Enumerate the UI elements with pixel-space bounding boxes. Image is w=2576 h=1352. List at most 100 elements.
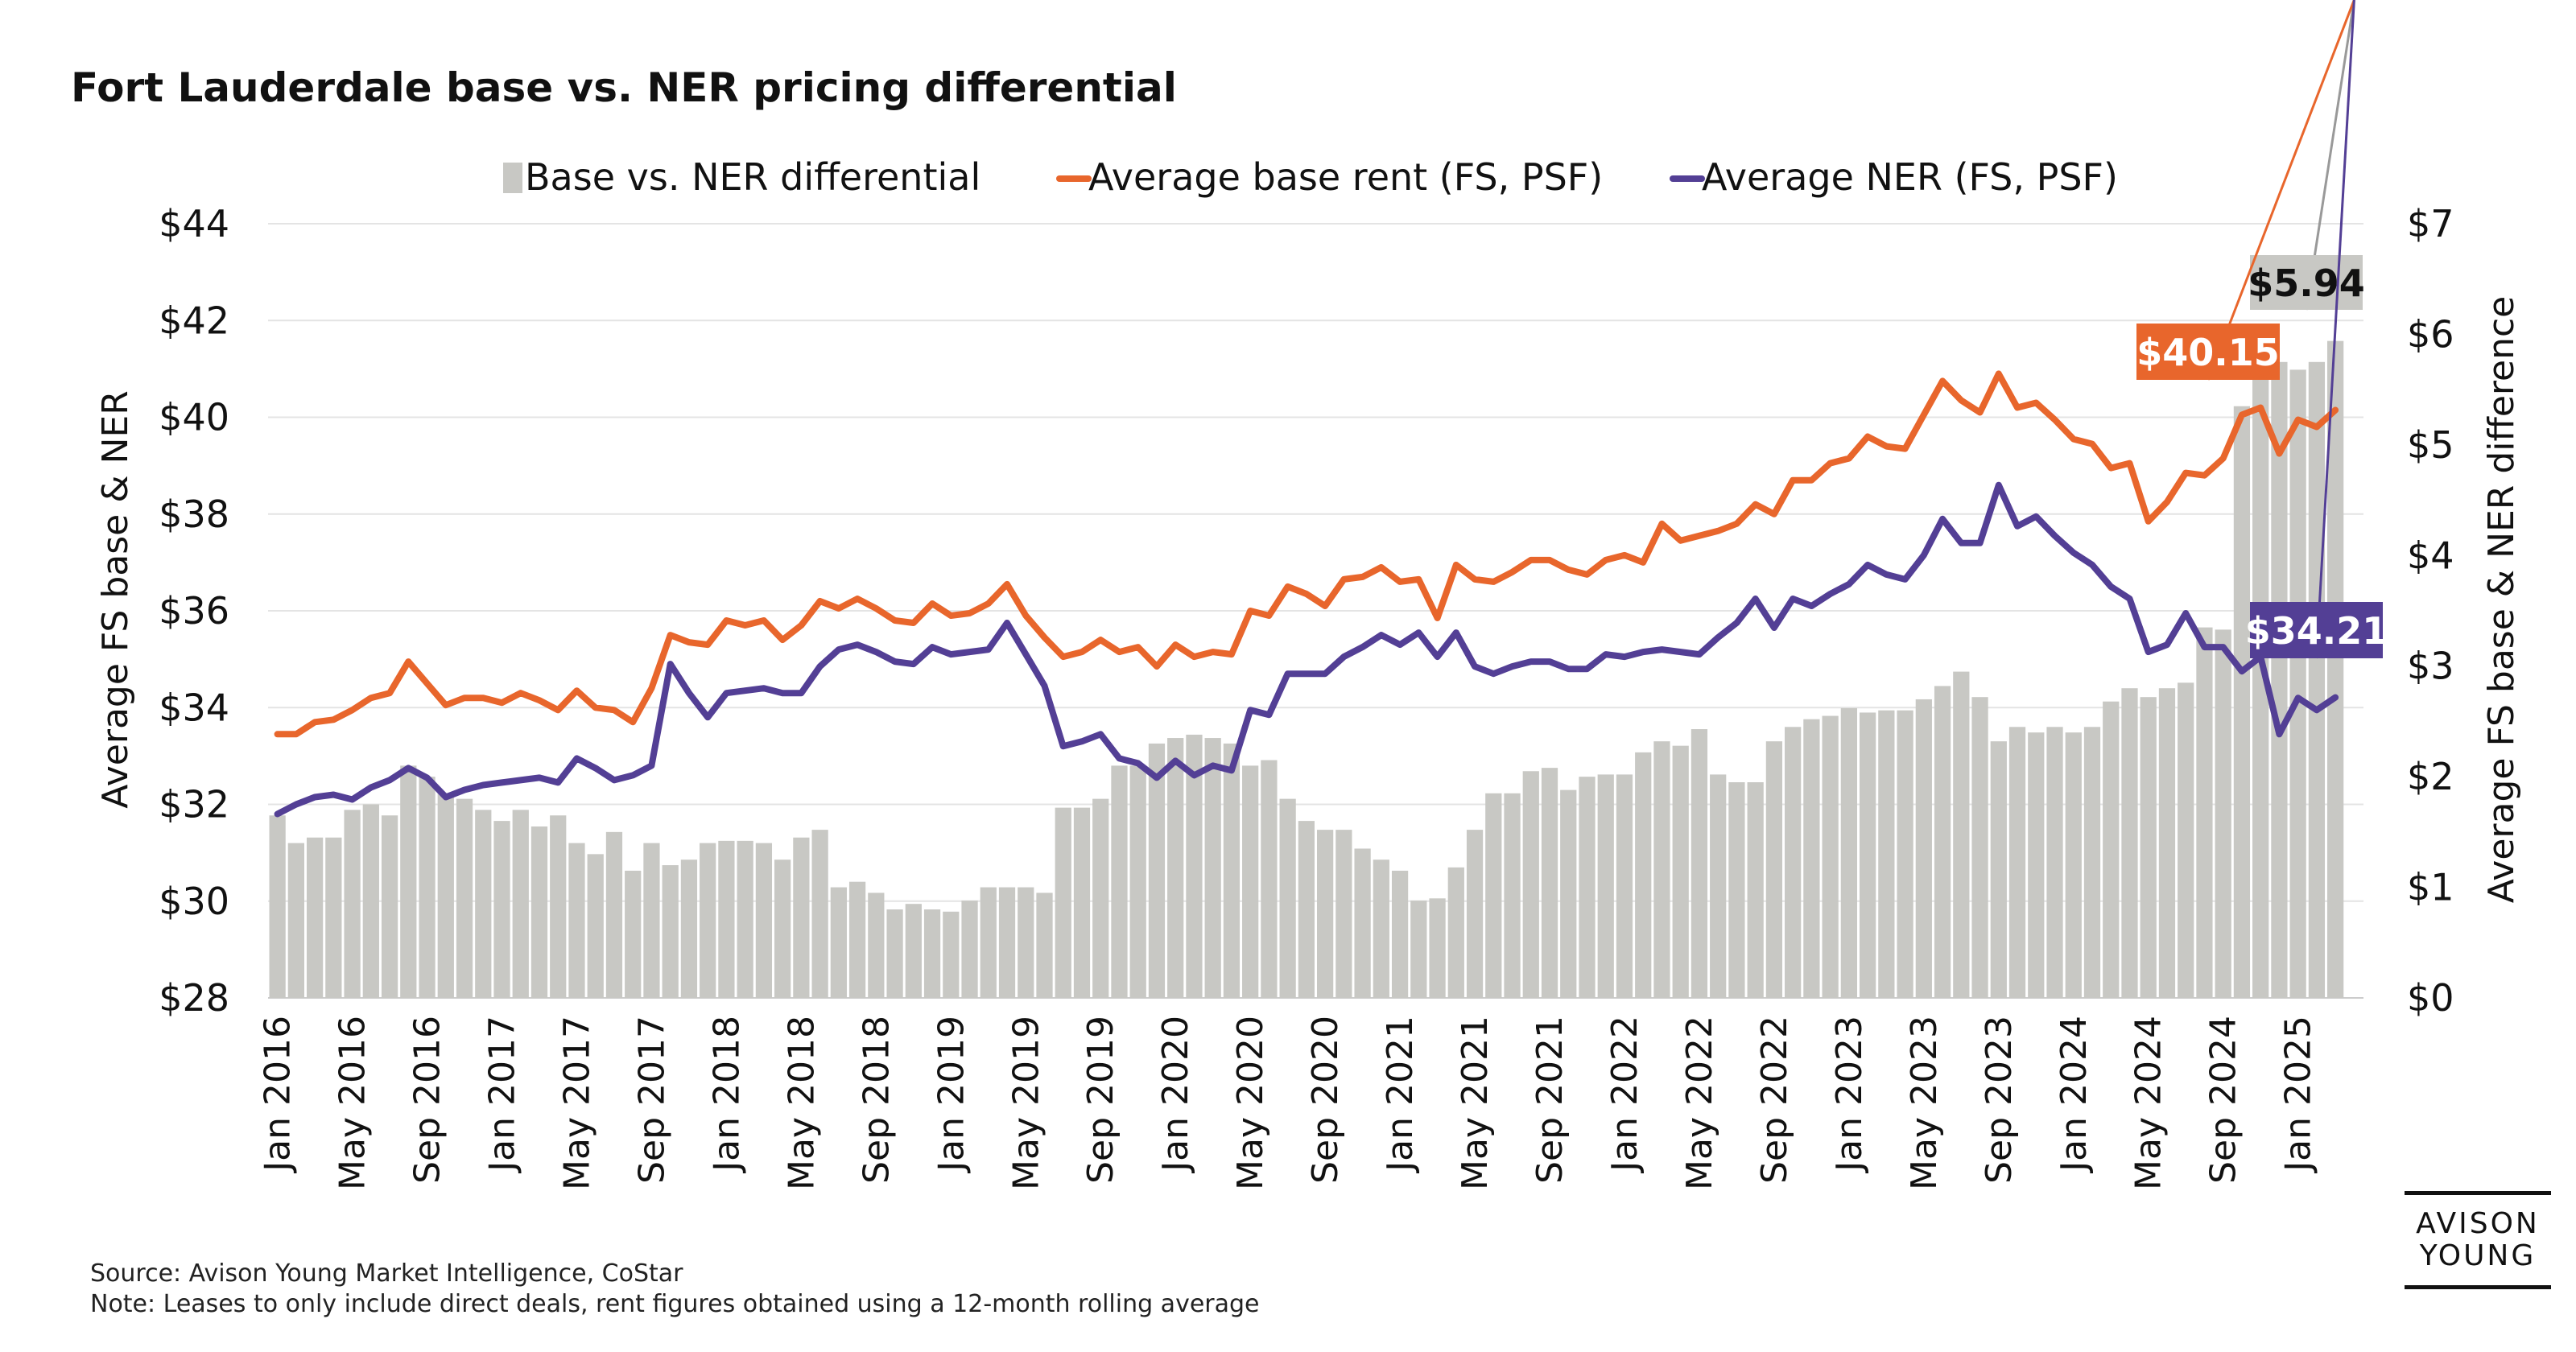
differential-bar: [1485, 793, 1502, 998]
x-tick-label: Jan 2016: [258, 1016, 299, 1174]
x-tick-label: May 2024: [2128, 1016, 2169, 1190]
annotation-label: $34.21: [2245, 609, 2388, 653]
differential-bar: [1317, 830, 1334, 998]
differential-bar: [1859, 712, 1876, 998]
differential-bar: [923, 909, 941, 998]
differential-bars: [269, 334, 2344, 998]
differential-bar: [475, 810, 492, 998]
right-axis-ticks: $0 $1 $2 $3 $4 $5 $6 $7: [2407, 202, 2454, 1020]
differential-bar: [1803, 719, 1820, 998]
x-tick-label: May 2017: [557, 1016, 598, 1190]
x-tick-label: Sep 2016: [407, 1016, 448, 1184]
differential-bar: [905, 904, 922, 998]
differential-bar: [1785, 727, 1802, 998]
differential-bar: [1522, 771, 1539, 998]
differential-bar: [2028, 732, 2045, 998]
legend: Base vs. NER differential Average base re…: [503, 155, 2118, 199]
left-axis-label: Average FS base & NER: [95, 390, 136, 809]
differential-bar: [2008, 727, 2026, 998]
left-axis-ticks: $28 $30 $32 $34 $36 $38 $40 $42 $44: [159, 202, 229, 1020]
differential-bar: [737, 840, 753, 998]
x-axis-ticks: Jan 2016 May 2016 Sep 2016 Jan 2017 May 2017…: [258, 1016, 2319, 1190]
differential-bar: [811, 830, 828, 998]
differential-bar: [2289, 369, 2306, 998]
differential-bar: [680, 859, 698, 998]
chart-title: Fort Lauderdale base vs. NER pricing dif…: [71, 64, 1177, 111]
differential-bar: [2196, 627, 2213, 998]
differential-bar: [1354, 848, 1371, 998]
x-tick-label: May 2020: [1230, 1016, 1271, 1190]
differential-bar: [1410, 901, 1427, 998]
x-tick-label: Sep 2018: [856, 1016, 897, 1184]
differential-bar: [568, 843, 585, 998]
x-tick-label: Sep 2021: [1530, 1016, 1571, 1184]
differential-bar: [755, 843, 773, 998]
differential-bar: [700, 843, 716, 998]
differential-bar: [1429, 898, 1446, 998]
annotation-box: [2136, 324, 2280, 380]
differential-bar: [1560, 789, 1577, 998]
differential-bar: [269, 815, 286, 998]
differential-bar: [1018, 887, 1034, 998]
differential-bar: [2215, 629, 2231, 998]
differential-bar: [437, 793, 454, 998]
x-tick-label: Sep 2023: [1979, 1016, 2020, 1184]
differential-bar: [1710, 774, 1727, 998]
x-tick-label: May 2019: [1005, 1016, 1046, 1190]
differential-bar: [1391, 870, 1409, 998]
x-tick-label: Sep 2019: [1080, 1016, 1121, 1184]
differential-bar: [2083, 727, 2101, 998]
differential-bar: [1953, 671, 1970, 998]
differential-bar: [605, 831, 623, 998]
differential-bar: [1073, 807, 1091, 998]
left-tick-label: $28: [159, 976, 229, 1020]
differential-bar: [774, 859, 791, 998]
differential-bar: [362, 804, 379, 998]
legend-swatch-bar: [503, 163, 522, 193]
annotation-leader: [2207, 0, 2355, 381]
differential-bar: [1167, 738, 1184, 998]
right-tick-label: $3: [2407, 645, 2454, 688]
left-tick-label: $44: [159, 202, 229, 245]
legend-label-differential: Base vs. NER differential: [525, 155, 980, 199]
differential-bar: [1616, 774, 1633, 998]
logo-line-2: YOUNG: [2419, 1239, 2537, 1272]
differential-bar: [625, 870, 642, 998]
differential-bar: [2046, 727, 2063, 998]
right-tick-label: $2: [2407, 755, 2454, 798]
differential-bar: [287, 843, 304, 998]
x-tick-label: May 2018: [781, 1016, 822, 1190]
differential-bar: [1129, 765, 1146, 998]
x-tick-label: May 2022: [1679, 1016, 1720, 1190]
differential-bar: [1242, 765, 1259, 998]
differential-bar: [1990, 741, 2007, 998]
x-tick-label: Sep 2022: [1754, 1016, 1795, 1184]
source-note: Source: Avison Young Market Intelligence…: [90, 1259, 683, 1288]
x-tick-label: Sep 2024: [2203, 1016, 2244, 1184]
avison-young-logo: AVISON YOUNG: [2405, 1191, 2551, 1289]
differential-bar: [344, 810, 361, 998]
differential-bar: [1055, 807, 1071, 998]
x-tick-label: Jan 2020: [1155, 1016, 1196, 1174]
differential-bar: [1447, 867, 1464, 998]
differential-bar: [1653, 741, 1670, 998]
logo-line-1: AVISON: [2416, 1207, 2540, 1240]
annotation-box: [2250, 602, 2383, 658]
x-tick-label: May 2016: [332, 1016, 374, 1190]
right-tick-label: $6: [2407, 312, 2454, 356]
differential-bar: [2271, 361, 2288, 998]
x-tick-label: Sep 2020: [1305, 1016, 1346, 1184]
differential-bar: [1728, 782, 1745, 998]
differential-bar: [1934, 686, 1951, 998]
differential-bar: [325, 837, 342, 998]
differential-bar: [1186, 734, 1203, 998]
x-tick-label: Jan 2021: [1380, 1016, 1421, 1174]
differential-bar: [2233, 406, 2251, 998]
differential-bar: [868, 892, 885, 998]
differential-bar: [793, 837, 810, 998]
differential-bar: [1840, 707, 1857, 998]
differential-bar: [1335, 830, 1352, 998]
differential-bar: [2121, 688, 2138, 998]
differential-bar: [2178, 682, 2194, 998]
differential-bar: [830, 887, 847, 998]
